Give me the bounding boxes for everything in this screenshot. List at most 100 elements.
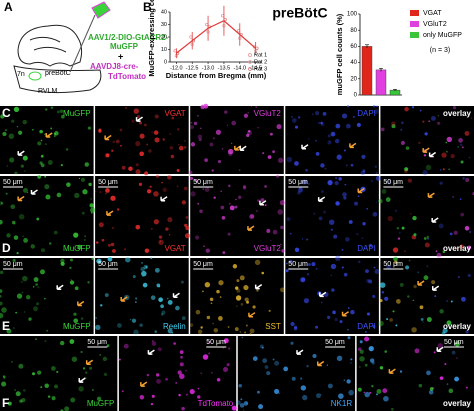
cell-signal — [238, 169, 241, 171]
arrow — [77, 300, 85, 307]
cell-signal — [307, 138, 310, 140]
cell-signal — [269, 132, 273, 136]
channel-label: MuGFP — [63, 109, 91, 118]
cell-signal — [437, 121, 441, 125]
channel-label: VGAT — [165, 109, 186, 118]
cell-signal — [177, 370, 182, 375]
x-axis-label: Distance from Bregma (mm) — [166, 71, 267, 80]
cell-signal — [13, 235, 19, 240]
cell-signal — [140, 266, 145, 272]
cell-signal — [158, 239, 164, 246]
x-tick-label: -14.5 — [249, 65, 262, 71]
cell-signal — [12, 258, 16, 263]
cell-signal — [104, 192, 107, 195]
cell-signal — [40, 163, 45, 168]
cell-signal — [346, 123, 351, 129]
cell-signal — [166, 297, 169, 300]
cell-signal — [91, 388, 94, 391]
cell-signal — [386, 318, 389, 321]
cell-signal — [176, 185, 179, 188]
cell-signal — [436, 252, 442, 258]
cell-signal — [176, 169, 180, 172]
cell-signal — [276, 174, 280, 178]
cell-signal — [335, 255, 341, 261]
cell-signal — [244, 331, 247, 334]
cell-signal — [424, 132, 428, 136]
cell-signal — [136, 114, 141, 119]
cell-signal — [378, 199, 383, 204]
micrograph-bg — [380, 258, 474, 334]
cell-signal — [6, 165, 9, 167]
cell-signal — [334, 181, 339, 186]
cell-signal — [354, 201, 359, 206]
cell-signal — [153, 191, 159, 197]
scale-label: 50 μm — [193, 179, 213, 186]
arrow — [104, 134, 112, 141]
cell-signal — [189, 176, 194, 180]
arrow — [140, 381, 148, 387]
cell-signal — [404, 169, 408, 173]
cell-signal — [171, 116, 175, 120]
cell-signal — [260, 198, 265, 203]
cell-signal — [196, 114, 199, 117]
cell-signal — [252, 356, 258, 361]
cell-signal — [156, 283, 161, 288]
cell-signal — [397, 237, 401, 240]
cell-signal — [190, 191, 196, 197]
cell-signal — [66, 182, 71, 187]
panel-letter: B — [143, 0, 152, 14]
cell-signal — [236, 400, 241, 405]
cell-signal — [154, 137, 160, 143]
cell-signal — [115, 139, 120, 144]
cell-signal — [36, 302, 40, 306]
cell-signal — [320, 393, 322, 396]
cell-signal — [341, 113, 348, 119]
cell-signal — [231, 405, 237, 411]
cell-signal — [374, 269, 380, 274]
arrow — [431, 285, 440, 291]
cell-signal — [40, 386, 43, 389]
legend-label: Rat 3 — [254, 66, 267, 72]
cell-signal — [369, 358, 375, 363]
cell-signal — [368, 279, 373, 284]
cell-signal — [442, 327, 448, 334]
cell-signal — [4, 129, 8, 132]
micrograph — [118, 336, 237, 411]
arrow — [357, 187, 365, 194]
cell-signal — [211, 169, 214, 172]
cell-signal — [350, 309, 355, 315]
cell-signal — [261, 346, 264, 349]
cell-signal — [98, 222, 104, 228]
cell-signal — [297, 116, 301, 119]
cell-signal — [222, 251, 226, 255]
cell-signal — [154, 114, 159, 119]
cell-signal — [437, 115, 440, 117]
cell-signal — [327, 180, 333, 186]
cell-signal — [381, 188, 387, 194]
cell-signal — [280, 225, 284, 230]
cell-signal — [150, 295, 156, 300]
scale-label: 50 μm — [98, 261, 118, 268]
cell-signal — [412, 215, 417, 221]
cell-signal — [223, 367, 229, 373]
cell-signal — [320, 121, 323, 125]
cell-signal — [335, 177, 338, 179]
cell-signal — [257, 127, 259, 129]
cell-signal — [222, 347, 225, 349]
cell-signal — [151, 227, 153, 230]
cell-signal — [0, 295, 2, 298]
cell-signal — [448, 388, 454, 394]
cell-signal — [178, 143, 180, 146]
cell-signal — [448, 168, 450, 171]
channel-label: DAPI — [357, 322, 376, 331]
cell-signal — [465, 386, 468, 389]
cell-signal — [88, 321, 91, 324]
cell-signal — [135, 297, 138, 300]
cell-signal — [46, 329, 49, 332]
vector-text: AAVDJ8-cre- — [90, 62, 139, 71]
cell-signal — [204, 187, 210, 192]
arrow — [317, 196, 326, 202]
cell-signal — [255, 209, 259, 213]
arrow — [422, 147, 430, 153]
